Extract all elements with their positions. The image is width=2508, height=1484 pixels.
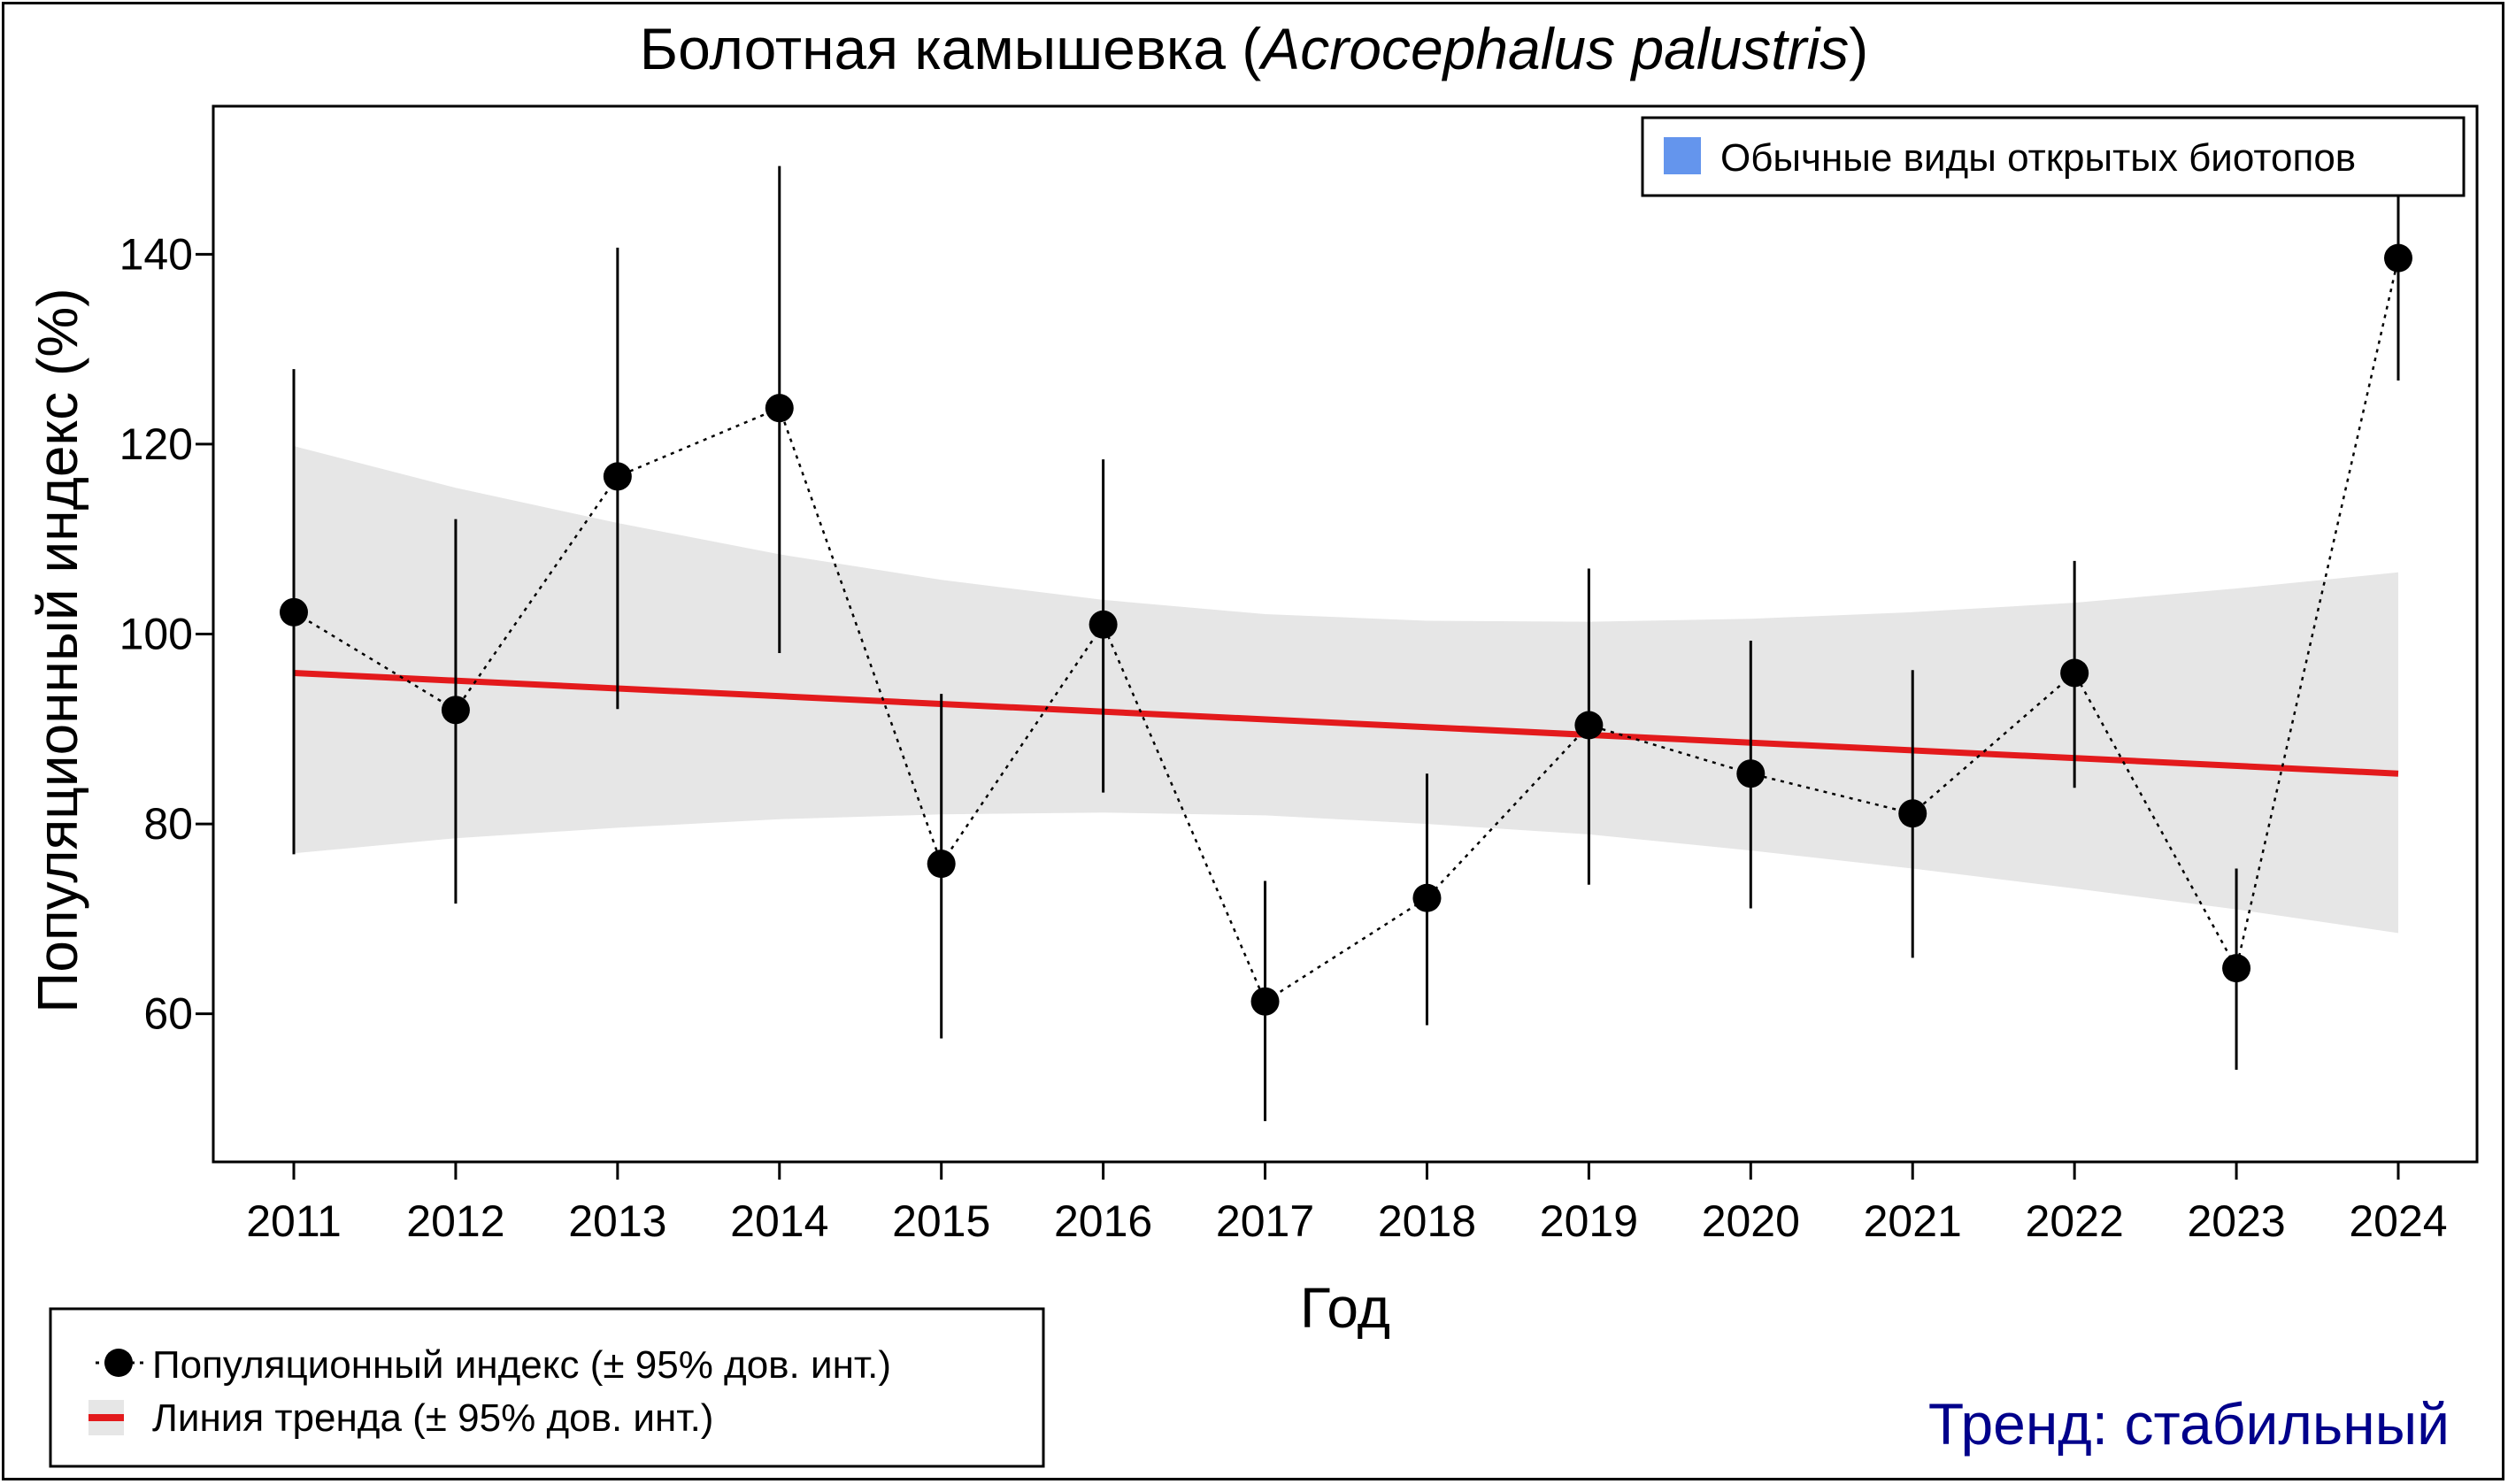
data-point-2013 [603, 462, 632, 491]
data-point-2018 [1412, 883, 1442, 912]
data-point-2011 [280, 597, 308, 627]
data-point-2021 [1898, 799, 1927, 828]
series-legend-box [49, 1307, 1045, 1468]
series-legend: Популяционный индекс (± 95% дов. инт.) Л… [49, 1307, 1045, 1468]
habitat-legend-label: Обычные виды открытых биотопов [1720, 136, 2356, 180]
x-tick-label-2018: 2018 [1378, 1196, 1476, 1246]
y-tick-label-100: 100 [119, 610, 193, 659]
x-tick-label-2022: 2022 [2026, 1196, 2124, 1246]
x-axis-title: Год [1300, 1276, 1390, 1340]
data-point-2017 [1250, 987, 1280, 1016]
x-tick-label-2012: 2012 [406, 1196, 504, 1246]
data-point-2012 [441, 696, 470, 725]
y-tick-label-60: 60 [143, 989, 193, 1039]
x-tick-label-2017: 2017 [1216, 1196, 1314, 1246]
data-point-2014 [765, 394, 794, 423]
x-tick-label-2011: 2011 [246, 1196, 342, 1246]
x-tick-label-2014: 2014 [730, 1196, 828, 1246]
habitat-swatch [1664, 137, 1701, 174]
x-tick-label-2021: 2021 [1864, 1196, 1962, 1246]
data-point-2015 [927, 850, 956, 879]
trend-legend-label: Линия тренда (± 95% дов. инт.) [152, 1396, 713, 1440]
y-tick-label-80: 80 [143, 799, 193, 849]
data-point-2024 [2384, 243, 2412, 273]
data-point-2016 [1089, 610, 1118, 639]
data-point-2019 [1574, 711, 1604, 740]
index-legend-label: Популяционный индекс (± 95% дов. инт.) [152, 1343, 891, 1387]
y-tick-label-140: 140 [119, 229, 193, 279]
x-tick-label-2015: 2015 [892, 1196, 990, 1246]
index-legend-marker [104, 1349, 133, 1377]
data-point-2022 [2060, 658, 2089, 688]
chart-title: Болотная камышевка (Acrocephalus palustr… [640, 16, 1868, 81]
trend-line [293, 669, 2399, 777]
data-point-2020 [1736, 759, 1766, 788]
x-tick-label-2020: 2020 [1702, 1196, 1800, 1246]
y-tick-label-120: 120 [119, 419, 193, 469]
x-tick-label-2013: 2013 [568, 1196, 666, 1246]
x-tick-label-2024: 2024 [2349, 1196, 2447, 1246]
trend-status: Тренд: стабильный [1928, 1391, 2450, 1457]
trend-confidence-band [294, 446, 2398, 934]
y-axis-title: Популяционный индекс (%) [26, 288, 89, 1012]
x-tick-label-2019: 2019 [1540, 1196, 1638, 1246]
habitat-legend: Обычные виды открытых биотопов [1641, 116, 2466, 197]
x-tick-label-2023: 2023 [2187, 1196, 2285, 1246]
data-point-2023 [2222, 954, 2251, 983]
x-tick-label-2016: 2016 [1054, 1196, 1152, 1246]
habitat-legend-box [1641, 116, 2466, 197]
